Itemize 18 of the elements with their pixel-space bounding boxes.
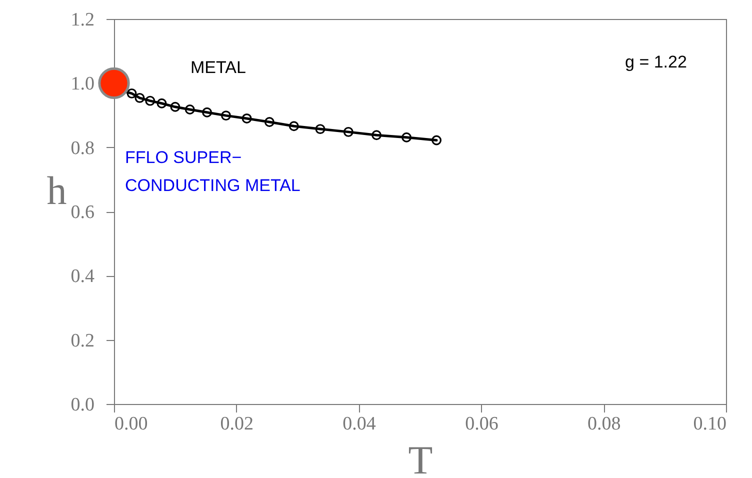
x-tick-label: 0.06 bbox=[465, 414, 498, 434]
x-tick-label: 0.08 bbox=[587, 414, 621, 434]
y-tick-label: 1.2 bbox=[70, 10, 94, 30]
y-tick-label: 0.0 bbox=[70, 394, 94, 416]
y-tick-label: 1.0 bbox=[70, 74, 94, 95]
y-axis-title: h bbox=[46, 168, 67, 213]
y-tick-label: 0.2 bbox=[70, 330, 94, 352]
x-tick-label: 0.02 bbox=[220, 414, 254, 434]
x-tick-label: 0.10 bbox=[693, 414, 726, 434]
y-tick-label: 0.4 bbox=[70, 266, 95, 288]
y-tick-label: 0.8 bbox=[70, 138, 94, 159]
x-tick-label: 0.00 bbox=[114, 414, 148, 434]
annotation: g = 1.22 bbox=[625, 52, 687, 72]
y-tick-label: 0.6 bbox=[70, 202, 94, 223]
x-axis-title: T bbox=[408, 438, 433, 478]
x-tick-label: 0.04 bbox=[342, 414, 376, 434]
annotation: METAL bbox=[190, 58, 246, 78]
annotation: FFLO SUPER− CONDUCTING METAL bbox=[125, 148, 300, 195]
